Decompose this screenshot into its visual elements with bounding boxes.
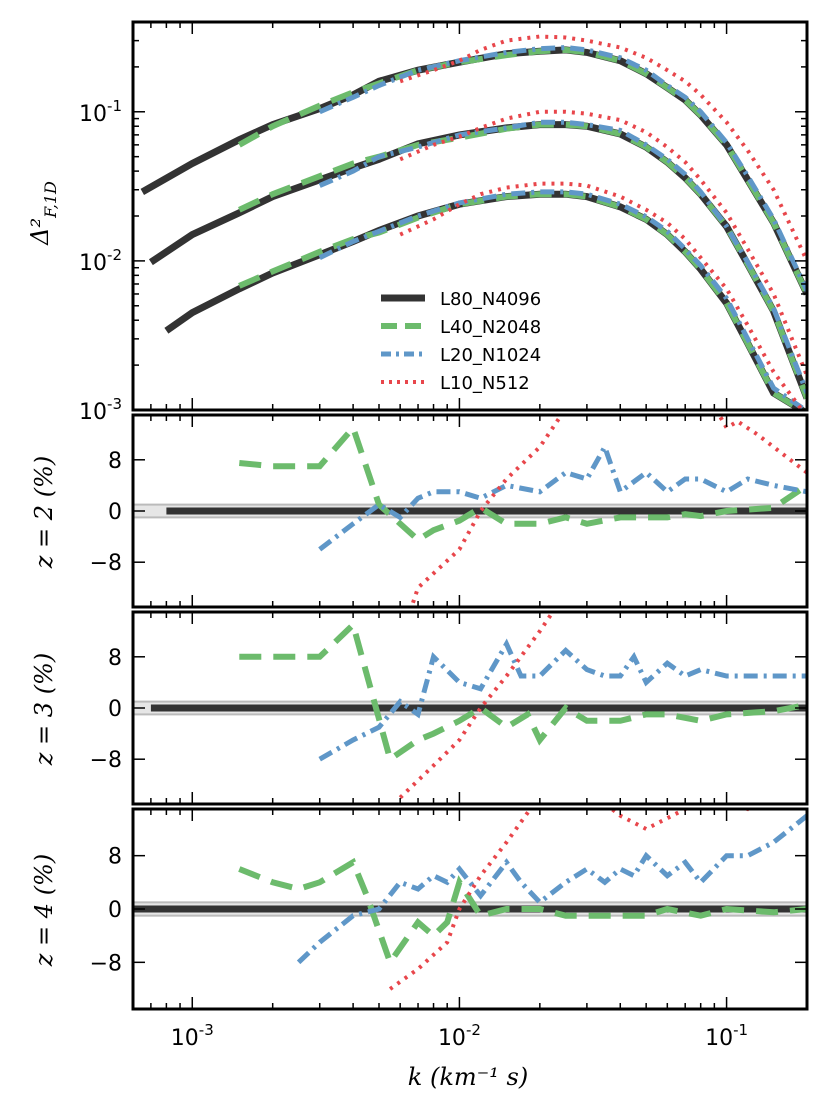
top-z-4-line-l20-n1024: [318, 189, 807, 410]
panel-r4-line-l40-n2048: [238, 857, 807, 969]
y-tick-label-1: 10-2: [79, 246, 122, 276]
panel-top-bg: [133, 22, 807, 410]
ratio-ylabel-z2: z = 2 (%): [30, 456, 58, 569]
top-ylabel-text: Δ²F,1D: [26, 181, 60, 246]
top-ylabel: Δ²F,1D: [26, 181, 60, 246]
y-tick-label-1: 0: [108, 697, 122, 722]
panel-r3-line-l40-n2048: [239, 619, 807, 765]
panel-r2-frame: [131, 413, 809, 609]
legend-label-l80: L80_N4096: [440, 289, 541, 310]
panel-r3-frame: [131, 610, 809, 806]
legend-label-l40: L40_N2048: [440, 317, 541, 338]
x-tick-label-1: 10-2: [438, 1021, 481, 1051]
x-axis-label: k (km⁻¹ s): [408, 1063, 528, 1091]
y-tick-label-0: 8: [108, 845, 122, 870]
y-tick-label-1: 0: [108, 898, 122, 923]
y-tick-label-2: −8: [90, 748, 122, 773]
y-tick-label-0: 8: [108, 449, 122, 474]
top-z-2-line-l20-n1024: [318, 44, 807, 292]
ratio-ylabel-z4: z = 4 (%): [30, 854, 58, 967]
ratio-ylabel-z2-text: z = 2 (%): [30, 456, 58, 569]
panel-top-frame: [131, 20, 809, 412]
ratio-panel-z3: 8 0 −8: [90, 610, 809, 806]
y-tick-label-0: 8: [108, 646, 122, 671]
panel-r4-line-l20-n1024: [296, 813, 807, 965]
y-tick-label-2: −8: [90, 551, 122, 576]
panel-r3-ticks: 8 0 −8: [90, 612, 808, 804]
panel-r4-frame: [131, 807, 809, 1011]
top-z-3-line-l20-n1024: [318, 119, 807, 394]
y-tick-label-0: 10-3: [79, 395, 122, 425]
legend-label-l20: L20_N1024: [440, 345, 541, 366]
x-tick-label-0: 10-3: [171, 1021, 214, 1051]
ratio-ylabel-z3-text: z = 3 (%): [30, 653, 58, 766]
top-z-4-line-l10-n512: [399, 181, 805, 410]
ratio-panel-z4: 8 0 −8 10-3 10-2 10-1: [90, 807, 809, 1051]
panel-r2-line-l40-n2048: [239, 421, 807, 544]
y-tick-label-1: 0: [108, 500, 122, 525]
ratio-panel-z2: 8 0 −8: [90, 413, 809, 609]
y-tick-label-2: 10-1: [79, 97, 122, 127]
x-tick-label-2: 10-1: [705, 1021, 748, 1051]
panel-r4-line-l10-n512: [388, 809, 751, 991]
panel-r3-line-l10-n512: [398, 612, 807, 800]
ratio-ylabel-z4-text: z = 4 (%): [30, 854, 58, 967]
ratio-ylabel-z3: z = 3 (%): [30, 653, 58, 766]
legend: L80_N4096 L40_N2048 L20_N1024 L10_N512: [381, 289, 541, 394]
panel-r2-line-l20-n1024: [318, 440, 807, 552]
y-tick-label-2: −8: [90, 951, 122, 976]
legend-label-l10: L10_N512: [440, 373, 530, 394]
power-spectrum-panel: 10-3 10-2 10-1: [79, 20, 809, 425]
panel-r3-line-l20-n1024: [318, 638, 807, 762]
